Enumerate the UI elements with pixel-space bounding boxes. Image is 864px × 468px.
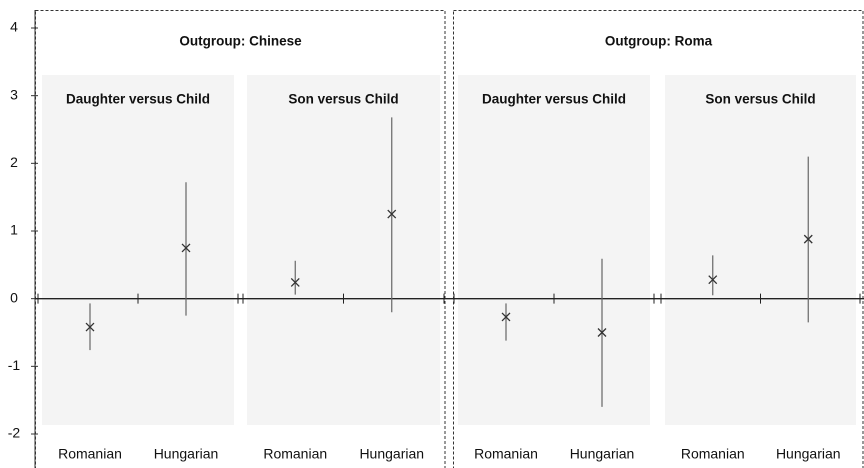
y-tick-label: -1 — [8, 357, 21, 373]
panel-title: Daughter versus Child — [482, 92, 626, 107]
point-marker — [597, 328, 607, 337]
y-tick-label: 2 — [10, 154, 18, 170]
x-tick-label: Hungarian — [776, 446, 841, 462]
y-tick-label: -2 — [8, 425, 21, 441]
panel-background — [458, 75, 650, 425]
y-tick-label: 1 — [10, 222, 18, 238]
panel-title: Son versus Child — [705, 92, 815, 107]
point-marker — [290, 277, 300, 287]
y-tick-label: 3 — [10, 86, 18, 102]
x-tick-label: Hungarian — [570, 446, 635, 462]
x-tick-label: Hungarian — [359, 446, 424, 462]
x-tick-label: Romanian — [474, 446, 538, 462]
group-title: Outgroup: Chinese — [179, 34, 302, 49]
y-tick-label: 4 — [10, 19, 18, 35]
point-marker — [501, 312, 511, 322]
panel-title: Daughter versus Child — [66, 92, 210, 107]
point-marker — [85, 322, 95, 332]
y-tick-label: 0 — [10, 289, 18, 305]
point-marker — [181, 243, 191, 253]
point-marker — [387, 209, 397, 219]
point-marker — [708, 275, 718, 285]
group-title: Outgroup: Roma — [605, 34, 713, 49]
panel-background — [665, 75, 856, 425]
x-tick-label: Romanian — [263, 446, 327, 462]
panel-title: Son versus Child — [288, 92, 398, 107]
panel-background — [42, 75, 234, 425]
point-marker — [803, 234, 813, 244]
x-tick-label: Romanian — [681, 446, 745, 462]
x-tick-label: Hungarian — [154, 446, 219, 462]
panel-background — [247, 75, 440, 425]
x-tick-label: Romanian — [58, 446, 122, 462]
